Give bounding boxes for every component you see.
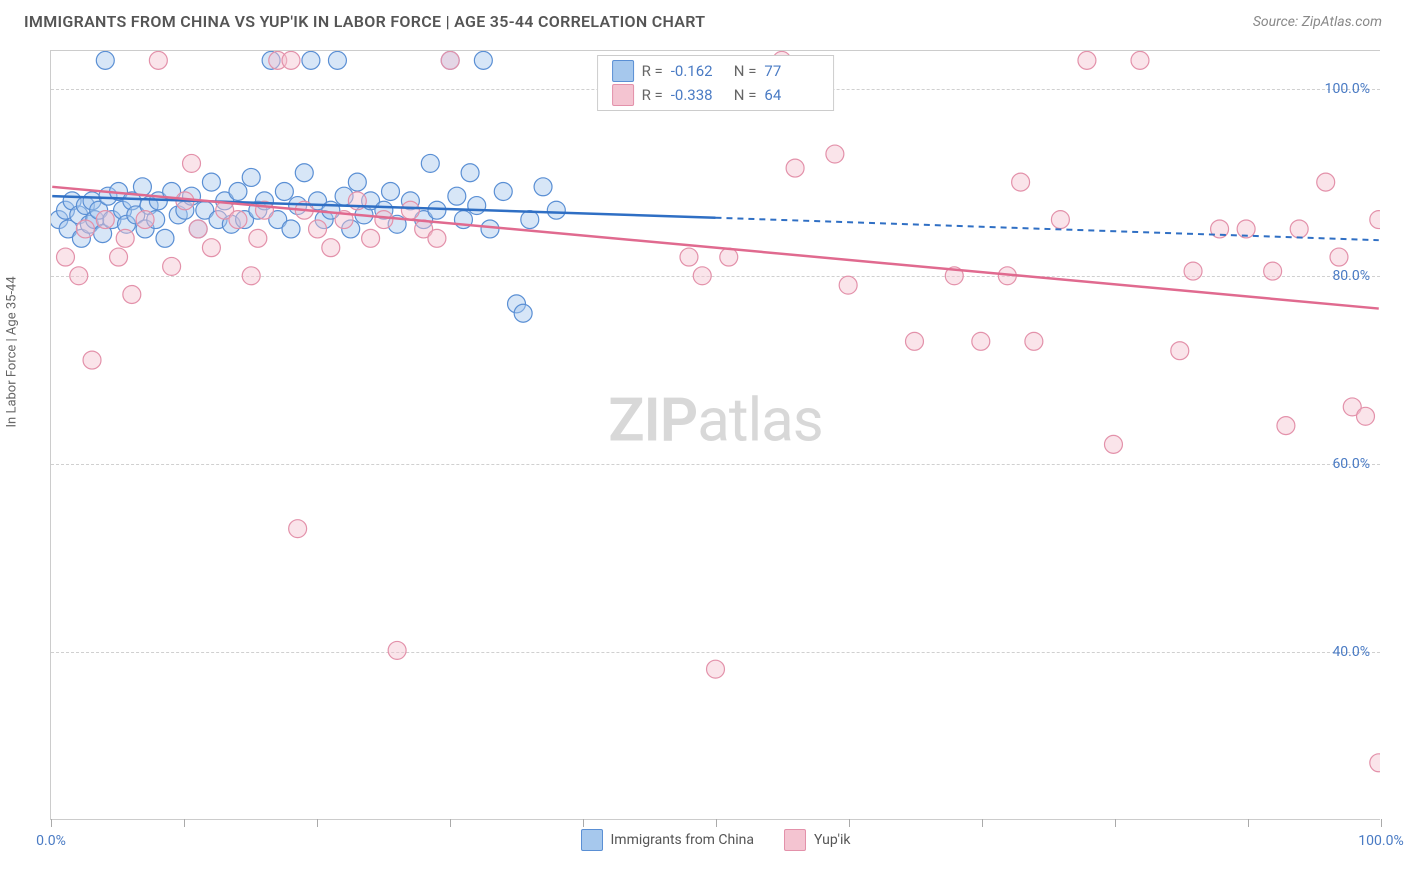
swatch-series-1 [612,84,634,106]
n-value-1: 64 [764,86,819,104]
chart-plot-area: ZIPatlas R = -0.162 N = 77 R = -0.338 N … [50,50,1380,820]
legend-label-0: Immigrants from China [611,832,755,848]
r-value-1: -0.338 [671,86,726,104]
legend-item-1: Yup'ik [784,829,850,851]
swatch-legend-1 [784,829,806,851]
y-axis-label: In Labor Force | Age 35-44 [5,276,20,427]
legend-item-0: Immigrants from China [581,829,755,851]
chart-title: IMMIGRANTS FROM CHINA VS YUP'IK IN LABOR… [24,12,705,31]
scatter-svg [51,51,1380,819]
legend-label-1: Yup'ik [814,832,850,848]
legend-row-series-1: R = -0.338 N = 64 [612,84,820,106]
x-tick-label: 0.0% [36,833,66,849]
correlation-legend: R = -0.162 N = 77 R = -0.338 N = 64 [597,55,835,111]
x-tick-label: 100.0% [1358,833,1403,849]
source-attribution: Source: ZipAtlas.com [1253,14,1382,30]
header: IMMIGRANTS FROM CHINA VS YUP'IK IN LABOR… [0,0,1406,39]
swatch-legend-0 [581,829,603,851]
n-value-0: 77 [764,62,819,80]
swatch-series-0 [612,60,634,82]
r-value-0: -0.162 [671,62,726,80]
series-legend: Immigrants from China Yup'ik [581,829,851,851]
legend-row-series-0: R = -0.162 N = 77 [612,60,820,82]
